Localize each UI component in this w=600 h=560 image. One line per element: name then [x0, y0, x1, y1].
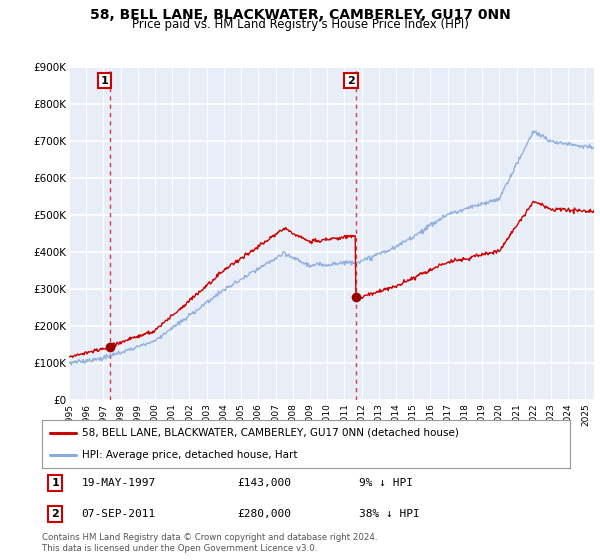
Text: 07-SEP-2011: 07-SEP-2011: [82, 509, 156, 519]
Text: 9% ↓ HPI: 9% ↓ HPI: [359, 478, 413, 488]
Text: 58, BELL LANE, BLACKWATER, CAMBERLEY, GU17 0NN (detached house): 58, BELL LANE, BLACKWATER, CAMBERLEY, GU…: [82, 428, 458, 438]
Text: 2: 2: [347, 76, 355, 86]
Text: 19-MAY-1997: 19-MAY-1997: [82, 478, 156, 488]
Text: 1: 1: [101, 76, 109, 86]
Text: Contains HM Land Registry data © Crown copyright and database right 2024.
This d: Contains HM Land Registry data © Crown c…: [42, 533, 377, 553]
Text: 38% ↓ HPI: 38% ↓ HPI: [359, 509, 419, 519]
Text: 58, BELL LANE, BLACKWATER, CAMBERLEY, GU17 0NN: 58, BELL LANE, BLACKWATER, CAMBERLEY, GU…: [89, 8, 511, 22]
Text: 2: 2: [52, 509, 59, 519]
Text: HPI: Average price, detached house, Hart: HPI: Average price, detached house, Hart: [82, 450, 297, 460]
Text: £280,000: £280,000: [238, 509, 292, 519]
Text: Price paid vs. HM Land Registry's House Price Index (HPI): Price paid vs. HM Land Registry's House …: [131, 18, 469, 31]
Text: 1: 1: [52, 478, 59, 488]
Text: £143,000: £143,000: [238, 478, 292, 488]
